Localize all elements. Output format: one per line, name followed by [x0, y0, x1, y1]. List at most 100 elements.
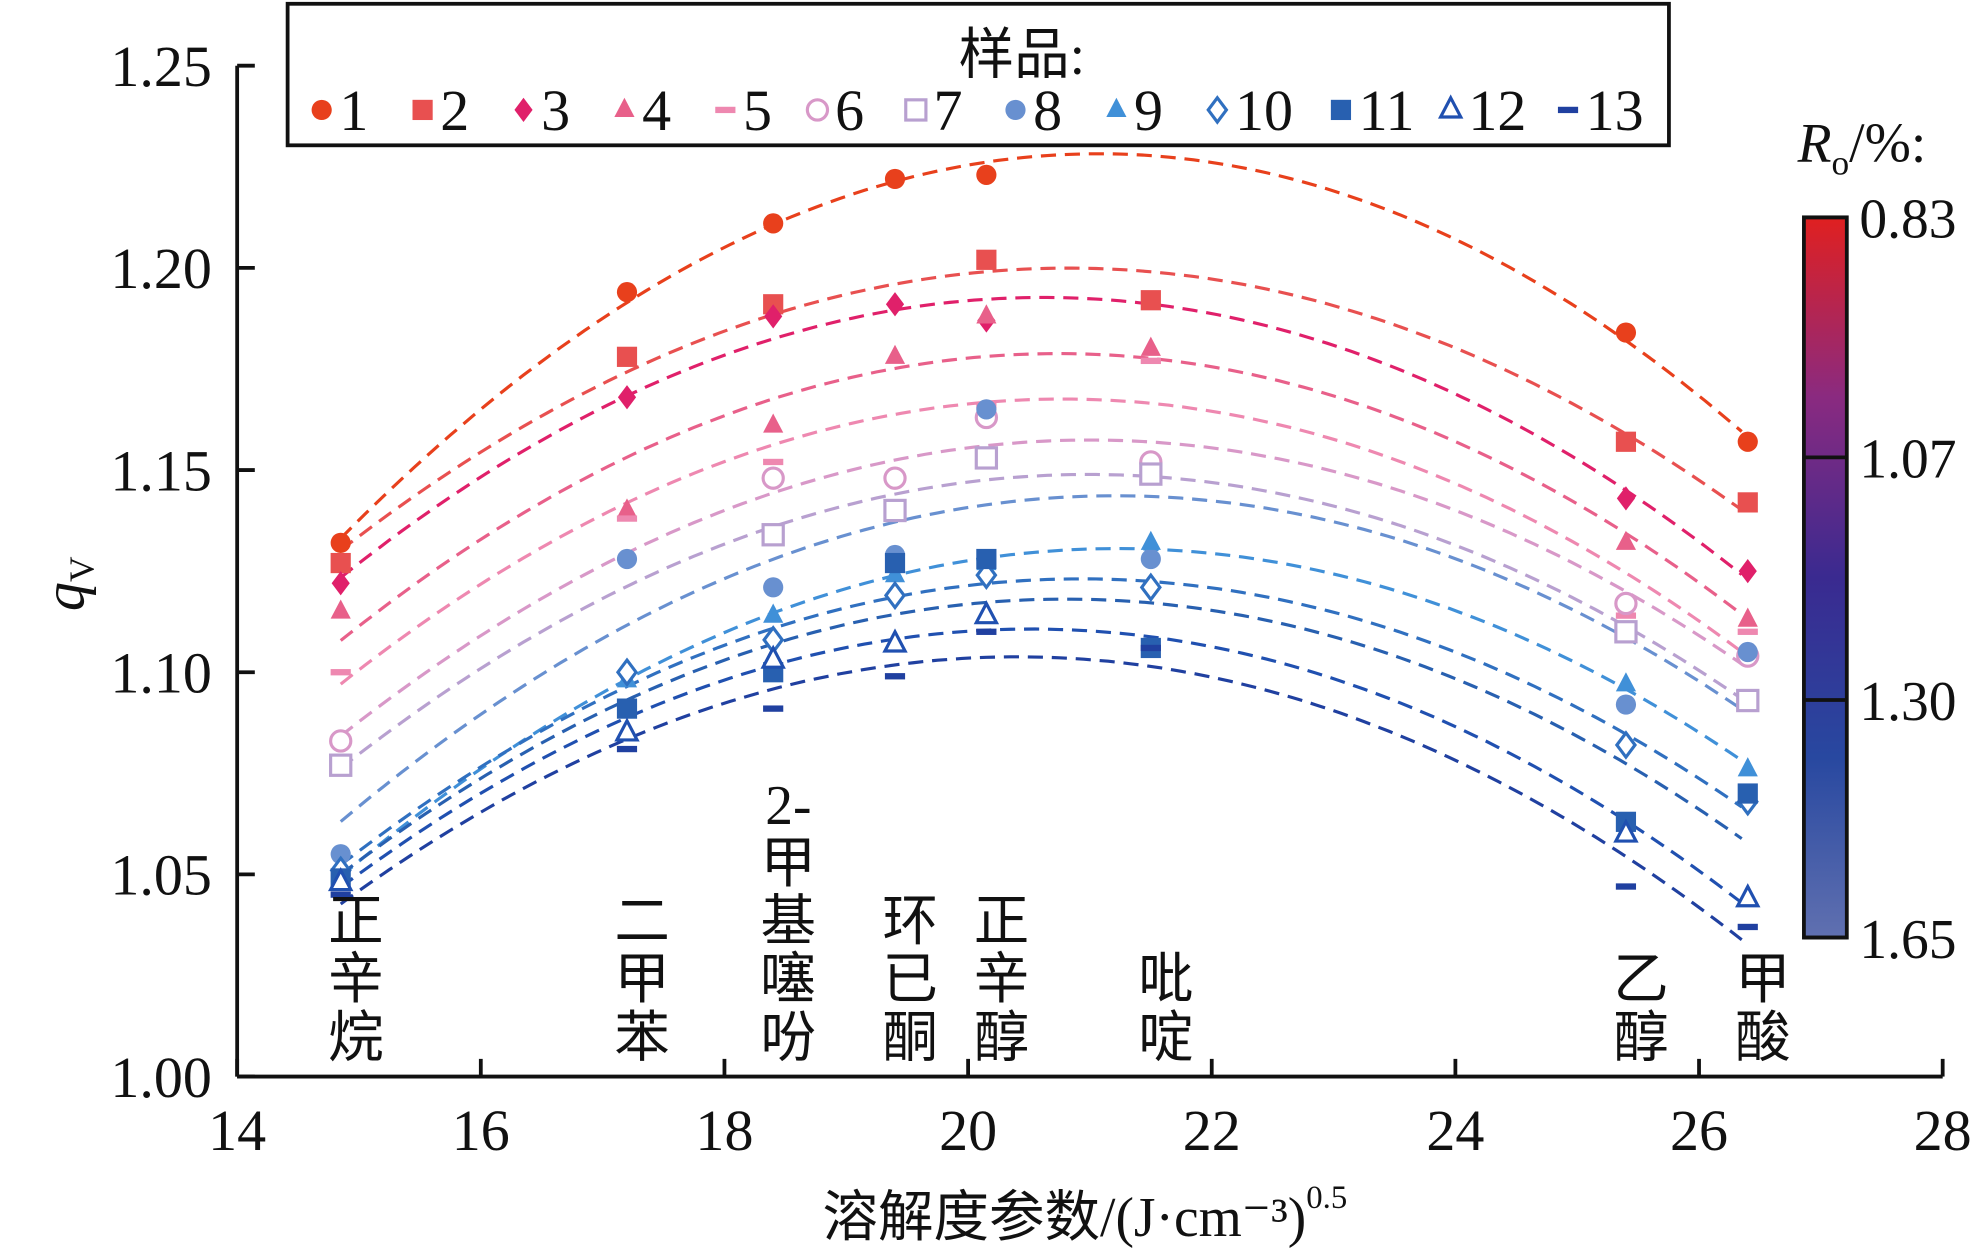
legend-label: 8 [1033, 78, 1062, 143]
legend-item-9: 9 [1106, 78, 1163, 143]
data-point-series-6 [329, 729, 353, 753]
x-tick-label: 14 [208, 1098, 266, 1163]
data-point-series-11 [884, 552, 906, 574]
data-point-series-11 [976, 548, 997, 570]
legend-item-1: 1 [311, 78, 368, 143]
solvent-label-line: 噻 [761, 949, 817, 1011]
data-point-series-13 [1737, 923, 1758, 931]
x-tick-label: 28 [1914, 1098, 1972, 1163]
data-point-series-3 [1738, 559, 1757, 584]
colorbar-title-subscript: o [1832, 142, 1850, 182]
legend-label: 6 [835, 78, 864, 143]
y-tick-label: 1.05 [110, 843, 212, 908]
y-tick-label: 1.25 [110, 34, 212, 99]
solvent-label-line: 吡 [1138, 949, 1194, 1011]
solvent-label-line: 烷 [328, 1007, 384, 1069]
x-tick-label: 18 [695, 1098, 753, 1163]
data-point-series-11 [1737, 783, 1758, 804]
colorbar-tick-label: 1.30 [1859, 671, 1956, 733]
data-point-series-1 [330, 532, 351, 553]
legend-item-11: 11 [1330, 78, 1414, 143]
solvent-label-line: 甲 [614, 949, 670, 1011]
solvent-label-line: 正 [328, 891, 384, 953]
data-point-series-10 [1139, 572, 1162, 603]
data-point-series-10 [615, 657, 639, 687]
colorbar-tick-label: 1.65 [1859, 909, 1956, 971]
solvent-label-line: 吩 [761, 1007, 817, 1069]
colorbar-title-suffix: /%: [1849, 113, 1926, 175]
fit-curve-series-7 [339, 472, 1743, 770]
data-point-series-11 [616, 698, 638, 719]
data-point-series-1 [1615, 322, 1637, 343]
solvent-label-line: 苯 [614, 1007, 670, 1069]
y-tick-label: 1.00 [110, 1045, 212, 1110]
fit-curve-series-6 [339, 438, 1743, 738]
legend-marker [715, 106, 736, 114]
data-point-series-8 [1140, 548, 1161, 570]
solvent-label-line: 啶 [1138, 1007, 1194, 1069]
data-point-series-12 [882, 628, 908, 653]
colorbar-title-symbol: R [1797, 113, 1832, 175]
legend-item-5: 5 [715, 78, 772, 143]
data-point-series-8 [1737, 641, 1758, 663]
x-axis-title-exponent: 0.5 [1306, 1180, 1347, 1216]
data-point-series-10 [1614, 730, 1637, 760]
data-point-series-3 [617, 385, 637, 410]
solvent-label: 二甲苯 [614, 891, 670, 1069]
solvent-label-line: 酸 [1735, 1007, 1791, 1069]
data-point-series-4 [884, 344, 906, 364]
data-point-series-8 [1615, 694, 1637, 715]
data-point-series-12 [328, 866, 354, 892]
fit-curve-series-1 [339, 152, 1743, 540]
data-point-series-9 [1615, 672, 1637, 692]
solvent-label-line: 辛 [974, 949, 1030, 1011]
data-point-series-1 [884, 168, 906, 190]
solvent-label: 甲酸 [1735, 949, 1791, 1069]
data-point-series-3 [885, 292, 905, 317]
fit-curve-series-5 [339, 397, 1743, 686]
x-tick-label: 16 [452, 1098, 510, 1163]
data-point-series-5 [1140, 357, 1161, 365]
legend-marker [1005, 99, 1026, 121]
legend-marker [805, 98, 830, 122]
data-point-series-2 [1140, 290, 1161, 311]
legend-marker [1330, 99, 1352, 121]
y-tick-label: 1.15 [110, 438, 212, 503]
data-point-series-9 [1737, 757, 1758, 777]
data-point-series-4 [763, 413, 784, 433]
data-point-series-12 [1613, 818, 1639, 843]
data-point-series-13 [616, 745, 638, 753]
fit-curve-series-10 [339, 577, 1743, 867]
x-tick-label: 20 [939, 1098, 997, 1163]
colorbar-tick-label: 1.07 [1859, 429, 1956, 491]
data-point-series-5 [616, 515, 638, 522]
y-tick-label: 1.20 [110, 236, 212, 301]
data-point-series-5 [1737, 628, 1758, 635]
legend-item-7: 7 [904, 78, 963, 143]
legend-label: 5 [743, 78, 772, 143]
data-point-series-9 [1140, 530, 1161, 550]
solvent-label: 吡啶 [1138, 949, 1194, 1069]
data-point-series-8 [616, 548, 638, 570]
data-point-series-7 [1736, 688, 1760, 713]
legend-label: 4 [642, 78, 671, 143]
legend-label: 1 [339, 78, 368, 143]
data-point-series-4 [1737, 607, 1758, 627]
data-point-series-2 [330, 552, 351, 574]
data-point-series-2 [1737, 492, 1758, 513]
data-point-series-1 [976, 164, 997, 185]
data-point-series-3 [1616, 486, 1636, 511]
x-axis-title-text: 溶解度参数/(J·cm⁻³) [823, 1187, 1307, 1249]
data-point-series-10 [883, 580, 907, 611]
legend-label: 12 [1468, 78, 1526, 143]
solvent-label-line: 2- [765, 775, 811, 837]
data-point-series-3 [331, 571, 350, 596]
data-point-series-12 [760, 644, 786, 669]
data-point-series-1 [616, 282, 638, 303]
x-axis-title: 溶解度参数/(J·cm⁻³)0.5 [823, 1180, 1348, 1249]
y-tick-label: 1.10 [110, 640, 212, 705]
solvent-label-line: 乙 [1613, 949, 1669, 1011]
x-tick-label: 22 [1183, 1098, 1241, 1163]
legend-item-6: 6 [805, 78, 864, 143]
